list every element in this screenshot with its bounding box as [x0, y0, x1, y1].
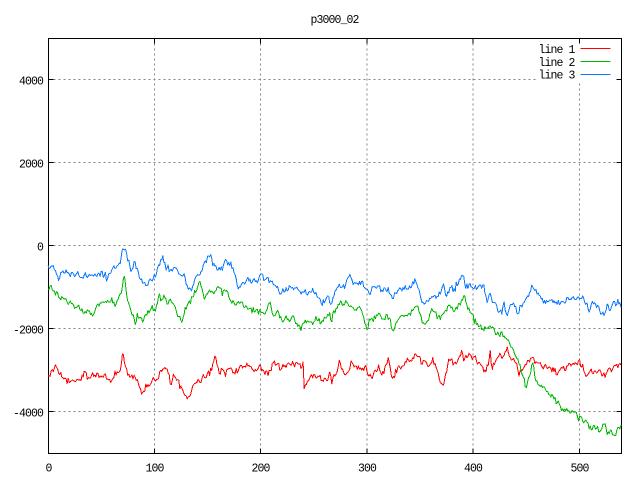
svg-text:100: 100 — [145, 463, 164, 476]
svg-text:line 1: line 1 — [538, 44, 575, 57]
svg-text:2000: 2000 — [19, 159, 44, 172]
svg-text:line 2: line 2 — [538, 57, 575, 70]
svg-text:4000: 4000 — [19, 76, 44, 89]
svg-text:400: 400 — [464, 463, 483, 476]
svg-text:500: 500 — [570, 463, 589, 476]
svg-text:0: 0 — [45, 463, 52, 476]
svg-text:0: 0 — [37, 242, 44, 255]
svg-text:300: 300 — [358, 463, 377, 476]
svg-text:200: 200 — [251, 463, 270, 476]
svg-text:p3000_02: p3000_02 — [310, 14, 359, 27]
svg-text:-2000: -2000 — [13, 325, 44, 338]
svg-text:-4000: -4000 — [13, 408, 44, 421]
svg-text:line 3: line 3 — [538, 70, 575, 83]
